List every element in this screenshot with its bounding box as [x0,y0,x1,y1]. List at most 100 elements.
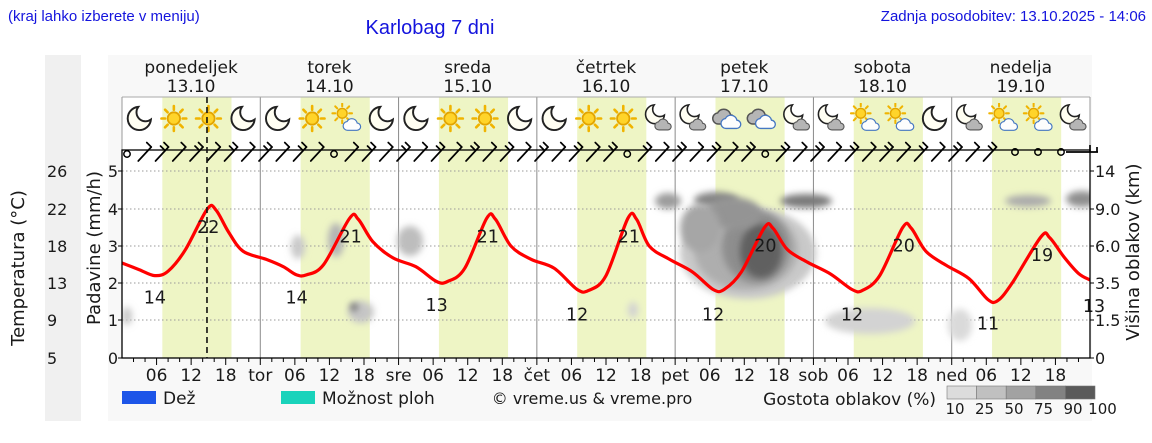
temp-max-label: 22 [197,218,219,238]
day-name: torek [307,58,351,78]
day-name: petek [720,58,768,78]
x-tick-label: 12 [872,366,894,386]
wind-barb-icon [275,141,291,162]
line [706,146,722,162]
x-tick-label: 06 [561,366,583,386]
x-tick-label: 18 [630,366,652,386]
copyright-link[interactable]: © vreme.us & vreme.pro [492,389,693,408]
density-tick-label: 25 [975,400,994,418]
x-tick-label: 18 [906,366,928,386]
rain-swatch [122,391,156,404]
line [568,146,584,162]
line [206,146,222,162]
x-tick-label: 12 [319,366,341,386]
line [534,146,549,162]
line [637,146,653,162]
temp-tick-label: 18 [47,237,67,256]
line [775,146,791,162]
wind-barb-icon [930,141,946,162]
wind-barb-icon [723,141,739,162]
temp-min-label: 12 [702,305,724,325]
wind-barb-icon [482,141,498,162]
x-tick-label: 12 [1010,366,1032,386]
x-tick-label: 06 [422,366,444,386]
wind-barb-icon [551,141,567,162]
x-tick-label: 18 [768,366,790,386]
line [715,141,722,148]
line [370,141,377,148]
density-swatch [1005,385,1037,400]
line [913,146,929,162]
x-day-abbr-label: sre [386,366,412,386]
line [930,146,946,162]
line [861,146,877,162]
line [525,141,532,148]
cloud-tick-label: 1.5 [1095,311,1120,330]
line [784,141,791,148]
line [577,141,584,148]
line [275,146,291,162]
precip-tick-label: 0 [108,349,118,368]
line [447,146,463,162]
line [421,141,429,148]
line [844,146,860,162]
line [361,146,377,162]
cloud-blob [1066,191,1090,207]
line [603,146,618,162]
x-day-abbr-label: pet [661,366,689,386]
day-date: 15.10 [443,77,492,97]
wind-barb-icon [896,141,912,162]
x-tick-label: 12 [733,366,755,386]
precip-tick-label: 4 [108,200,118,219]
density-swatch [1035,385,1066,400]
line [991,141,998,148]
showers-swatch [281,391,315,404]
temp-min-label: 12 [566,305,588,325]
showers-label: Možnost ploh [322,389,435,409]
line [559,141,567,148]
temp-min-label: 14 [285,289,307,309]
density-swatch [946,385,977,400]
wind-barb-icon [585,141,601,162]
cloud-blob [655,193,681,209]
calm-wind-icon [1034,148,1042,156]
temp-tick-label: 9 [47,311,57,330]
line [827,146,843,162]
line [835,141,843,148]
density-tick-label: 75 [1034,400,1053,418]
day-date: 17.10 [720,77,769,97]
daylight-band [992,97,1062,358]
line [818,141,825,148]
line [214,141,222,148]
temp-min-label: 14 [144,289,166,309]
line [249,141,256,148]
line [542,141,549,148]
cloud-blob [1005,195,1051,207]
line [689,146,705,162]
line [404,141,411,148]
line [646,141,653,148]
wind-barb-icon [378,141,394,162]
line [810,146,825,162]
x-tick-label: 06 [146,366,168,386]
line [413,146,429,162]
calm-wind-icon [123,150,131,158]
page-title: Karlobag 7 dni [365,17,495,39]
line [853,141,860,148]
line [585,146,601,162]
line [749,141,756,148]
temperature-value-labels: 22 21 21 21 20 20 19 14 14 13 12 12 12 11 13 [144,218,1105,335]
line [879,146,894,162]
temperature-line [122,203,1090,305]
daylight-band [438,97,509,358]
temp-min-label: 13 [425,296,447,316]
line [956,141,963,148]
line [922,141,929,148]
cloud-blob [780,194,832,208]
line [499,146,515,162]
day-date: 18.10 [858,77,907,97]
day-name: nedelja [990,58,1052,78]
x-tick-label: 12 [180,366,202,386]
day-date: 16.10 [582,77,631,97]
